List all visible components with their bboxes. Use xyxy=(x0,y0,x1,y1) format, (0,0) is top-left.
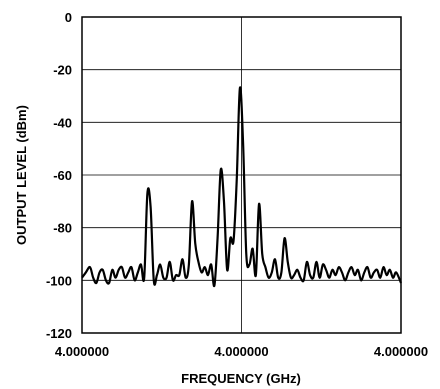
y-tick-label: 0 xyxy=(65,10,72,25)
x-tick-label: 4.000000 xyxy=(214,344,268,359)
y-axis-title: OUTPUT LEVEL (dBm) xyxy=(14,105,29,245)
x-axis-ticks: 4.000000 4.000000 4.000000 xyxy=(55,344,428,359)
y-tick-label: -60 xyxy=(53,168,72,183)
y-tick-label: -120 xyxy=(46,326,72,341)
x-tick-label: 4.000000 xyxy=(374,344,428,359)
series-line xyxy=(81,86,403,288)
y-tick-label: -40 xyxy=(53,115,72,130)
y-axis-ticks: 0 -20 -40 -60 -80 -100 -120 xyxy=(46,10,72,341)
plot-frame xyxy=(81,16,402,334)
plot-area xyxy=(81,86,403,288)
gridlines xyxy=(82,17,401,333)
y-tick-label: -80 xyxy=(53,221,72,236)
y-tick-label: -100 xyxy=(46,273,72,288)
y-tick-label: -20 xyxy=(53,63,72,78)
x-axis-title: FREQUENCY (GHz) xyxy=(181,371,301,386)
x-tick-label: 4.000000 xyxy=(55,344,109,359)
